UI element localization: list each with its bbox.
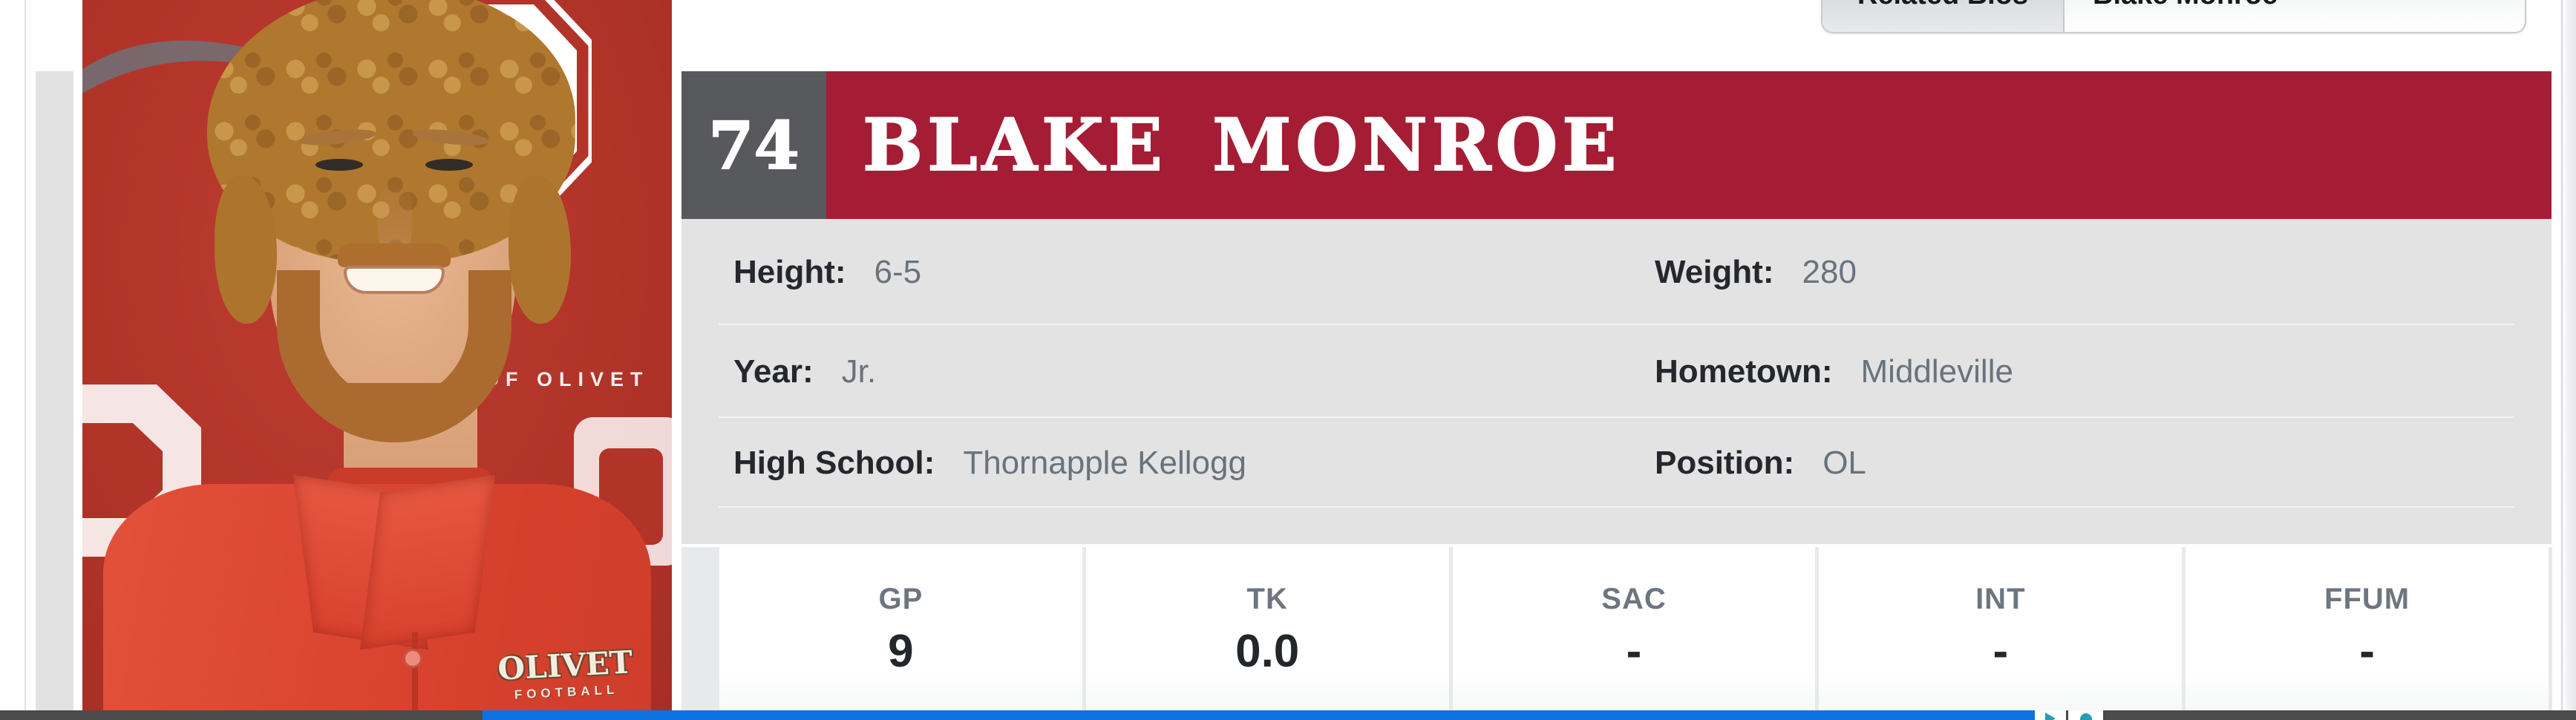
ad-collapse-icon[interactable] xyxy=(2035,710,2066,720)
player-hair-right xyxy=(509,175,571,324)
ad-banner[interactable] xyxy=(483,710,2035,720)
ad-banner-strip xyxy=(0,710,2576,720)
detail-divider xyxy=(719,416,2514,418)
detail-position: Position: OL xyxy=(1655,445,1866,482)
detail-value: 280 xyxy=(1802,253,1857,290)
detail-value: Thornapple Kellogg xyxy=(963,444,1246,481)
detail-weight: Weight: 280 xyxy=(1655,254,1857,291)
detail-value: OL xyxy=(1823,444,1866,481)
detail-divider xyxy=(719,506,2514,508)
season-stats-row: GP 9 TK 0.0 SAC - INT - FFUM - xyxy=(681,547,2552,710)
tab-related-bios[interactable]: Related Bios xyxy=(1823,0,2065,32)
stat-cell-sac: SAC - xyxy=(1452,547,1816,710)
detail-label: High School: xyxy=(733,444,935,481)
stat-label: FFUM xyxy=(2324,583,2410,615)
detail-value: Middleville xyxy=(1860,353,2013,390)
detail-label: Position: xyxy=(1655,444,1795,481)
stat-label: GP xyxy=(878,583,923,615)
stat-value: 0.0 xyxy=(1235,626,1300,677)
jersey-number-box: 74 xyxy=(681,71,826,219)
shirt-logo-text: OLIVET xyxy=(497,644,634,687)
stat-cell-ffum: FFUM - xyxy=(2186,547,2549,710)
detail-row-3: High School: Thornapple Kellogg Position… xyxy=(681,418,2552,508)
detail-label: Height: xyxy=(733,253,846,290)
shirt-button xyxy=(403,649,422,668)
player-eye-left xyxy=(316,159,363,171)
player-name-banner: BLAKE MONROE xyxy=(826,71,2552,219)
detail-row-1: Height: 6-5 Weight: 280 xyxy=(681,219,2552,325)
detail-divider xyxy=(719,324,2514,325)
stat-label: TK xyxy=(1246,583,1288,615)
stat-value: - xyxy=(1993,626,2009,677)
detail-value: 6-5 xyxy=(874,253,922,290)
stat-cell-tk: TK 0.0 xyxy=(1085,547,1449,710)
stat-label: SAC xyxy=(1601,583,1667,615)
detail-label: Hometown: xyxy=(1655,353,1833,390)
tab-related-bios-label: Related Bios xyxy=(1857,0,2028,32)
detail-label: Weight: xyxy=(1655,253,1774,290)
detail-high-school: High School: Thornapple Kellogg xyxy=(733,445,1246,482)
detail-year: Year: Jr. xyxy=(733,353,876,390)
shirt-collar-right xyxy=(359,474,496,650)
detail-hometown: Hometown: Middleville xyxy=(1655,353,2013,390)
shirt-placket xyxy=(412,632,418,710)
vertical-scrollbar[interactable] xyxy=(2561,0,2576,720)
jersey-number: 74 xyxy=(707,106,800,185)
backdrop-swoosh xyxy=(82,40,259,94)
player-eye-right xyxy=(425,159,473,171)
tab-blake-monroe-label: Blake Monroe xyxy=(2093,0,2278,32)
page-left-divider xyxy=(24,0,26,710)
bio-tabs: Related Bios Blake Monroe xyxy=(1821,0,2526,33)
stat-value: - xyxy=(2359,626,2375,677)
detail-label: Year: xyxy=(733,353,814,390)
stat-value: - xyxy=(1626,626,1642,677)
ad-info-icon xyxy=(2079,713,2092,720)
stat-cell-gp: GP 9 xyxy=(719,547,1082,710)
backdrop-text: OF OLIVET xyxy=(483,368,650,390)
detail-value: Jr. xyxy=(841,353,877,390)
stat-label: INT xyxy=(1975,583,2026,615)
detail-height: Height: 6-5 xyxy=(733,254,921,291)
player-hair-left xyxy=(215,175,277,324)
tab-blake-monroe[interactable]: Blake Monroe xyxy=(2065,0,2525,32)
player-photo: OF OLIVET OLIVET FOOTBALL xyxy=(82,0,672,710)
shirt-logo: OLIVET FOOTBALL xyxy=(497,644,634,703)
stat-value: 9 xyxy=(888,626,914,677)
page-left-gutter xyxy=(36,71,73,710)
detail-row-2: Year: Jr. Hometown: Middleville xyxy=(681,325,2552,418)
ad-arrow-icon xyxy=(2045,713,2056,720)
bio-panel: 74 BLAKE MONROE Height: 6-5 Weight: 280 … xyxy=(681,71,2552,544)
ad-choices-icon[interactable] xyxy=(2068,710,2103,720)
player-mustache xyxy=(338,243,451,267)
stat-cell-int: INT - xyxy=(1819,547,2183,710)
player-name: BLAKE MONROE xyxy=(862,102,1621,188)
